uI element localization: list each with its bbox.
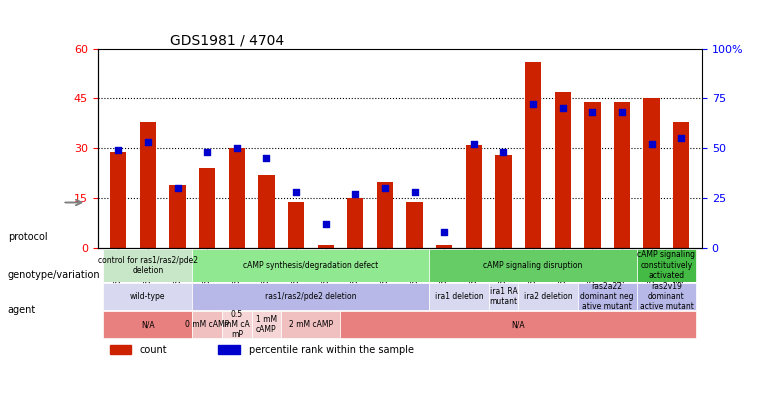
Bar	[377, 182, 393, 248]
Point	[261, 155, 273, 162]
FancyBboxPatch shape	[429, 283, 488, 310]
Bar	[406, 202, 423, 248]
Point	[615, 109, 628, 116]
Bar	[140, 122, 156, 248]
Bar	[614, 102, 630, 248]
FancyBboxPatch shape	[488, 283, 518, 310]
FancyBboxPatch shape	[193, 283, 429, 310]
Bar	[218, 345, 239, 354]
Point	[112, 147, 125, 153]
Bar	[466, 145, 482, 248]
Text: agent: agent	[8, 305, 36, 315]
Bar	[525, 62, 541, 248]
Point	[290, 189, 303, 196]
Point	[645, 141, 658, 148]
FancyBboxPatch shape	[341, 311, 696, 338]
Bar	[584, 102, 601, 248]
FancyBboxPatch shape	[518, 283, 577, 310]
Bar	[229, 148, 245, 248]
Bar	[644, 98, 660, 248]
Point	[201, 149, 214, 156]
Point	[408, 189, 420, 196]
Point	[586, 109, 598, 116]
Bar	[109, 345, 131, 354]
Point	[467, 141, 480, 148]
Bar	[169, 185, 186, 248]
FancyBboxPatch shape	[429, 249, 636, 282]
Text: N/A: N/A	[512, 320, 525, 329]
Point	[556, 105, 569, 112]
Text: protocol: protocol	[8, 232, 48, 242]
FancyBboxPatch shape	[252, 311, 282, 338]
Bar	[347, 198, 363, 248]
FancyBboxPatch shape	[636, 249, 696, 282]
Text: control for ras1/ras2/pde2
deletion: control for ras1/ras2/pde2 deletion	[98, 256, 198, 275]
Bar	[258, 175, 275, 248]
Text: percentile rank within the sample: percentile rank within the sample	[249, 345, 413, 354]
Bar	[288, 202, 304, 248]
Text: count: count	[140, 345, 168, 354]
Text: ras1/ras2/pde2 deletion: ras1/ras2/pde2 deletion	[265, 292, 356, 301]
Bar	[673, 122, 690, 248]
FancyBboxPatch shape	[222, 311, 252, 338]
FancyBboxPatch shape	[104, 249, 193, 282]
Text: GDS1981 / 4704: GDS1981 / 4704	[170, 34, 284, 47]
Text: ras2v19
dominant
active mutant: ras2v19 dominant active mutant	[640, 281, 693, 311]
Text: N/A: N/A	[141, 320, 154, 329]
FancyBboxPatch shape	[193, 249, 429, 282]
FancyBboxPatch shape	[282, 311, 341, 338]
Point	[438, 229, 450, 235]
Text: 2 mM cAMP: 2 mM cAMP	[289, 320, 333, 329]
Point	[142, 139, 154, 146]
Point	[526, 101, 539, 108]
FancyBboxPatch shape	[636, 283, 696, 310]
Text: ira2 deletion: ira2 deletion	[523, 292, 573, 301]
Text: cAMP signaling disruption: cAMP signaling disruption	[484, 261, 583, 270]
Text: 0 mM cAMP: 0 mM cAMP	[185, 320, 229, 329]
Bar	[317, 245, 334, 248]
FancyBboxPatch shape	[104, 283, 193, 310]
Point	[349, 191, 362, 198]
Bar	[110, 152, 126, 248]
FancyBboxPatch shape	[193, 311, 222, 338]
FancyBboxPatch shape	[104, 311, 193, 338]
Text: genotype/variation: genotype/variation	[8, 271, 101, 280]
Text: ira1 deletion: ira1 deletion	[434, 292, 484, 301]
Bar	[199, 168, 215, 248]
Point	[497, 149, 509, 156]
Point	[675, 135, 687, 142]
Text: 0.5
mM cA
mP: 0.5 mM cA mP	[224, 310, 250, 339]
Bar	[436, 245, 452, 248]
Bar	[495, 155, 512, 248]
Point	[379, 185, 392, 192]
Text: cAMP synthesis/degradation defect: cAMP synthesis/degradation defect	[243, 261, 378, 270]
Text: cAMP signaling
constitutively
activated: cAMP signaling constitutively activated	[637, 250, 696, 280]
Bar	[555, 92, 571, 248]
Point	[320, 221, 332, 228]
Text: ras2a22
dominant neg
ative mutant: ras2a22 dominant neg ative mutant	[580, 281, 634, 311]
Point	[172, 185, 184, 192]
FancyBboxPatch shape	[577, 283, 636, 310]
Text: ira1 RA
mutant: ira1 RA mutant	[489, 287, 517, 306]
Point	[231, 145, 243, 151]
Text: wild-type: wild-type	[130, 292, 165, 301]
Text: 1 mM
cAMP: 1 mM cAMP	[256, 315, 277, 334]
